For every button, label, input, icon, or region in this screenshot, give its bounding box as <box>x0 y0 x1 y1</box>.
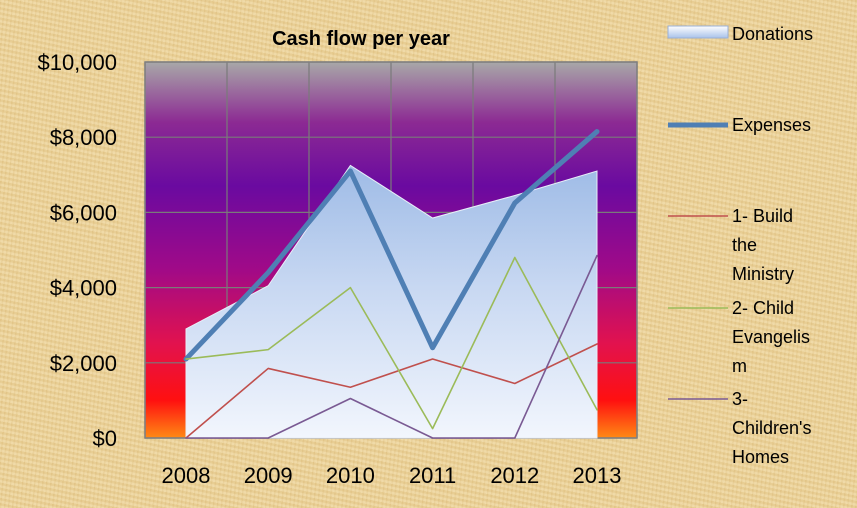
legend-swatch-donations <box>667 25 729 39</box>
legend: Donations Expenses 1- Build the Ministry 2- C… <box>667 24 813 467</box>
x-tick-label: 2012 <box>490 463 539 488</box>
axes: $0 $2,000 $4,000 $6,000 $8,000 $10,000 2008 200… <box>37 50 621 488</box>
legend-label: Homes <box>732 447 789 467</box>
x-tick-label: 2008 <box>162 463 211 488</box>
series-line-1-build-the-ministry <box>185 343 598 439</box>
legend-label: Ministry <box>732 264 794 284</box>
chart-title: Cash flow per year <box>272 28 450 50</box>
legend-label: Evangelis <box>732 327 810 347</box>
series-line-2-child-evangelism <box>185 256 598 430</box>
series-line-3-children-s-homes <box>185 254 598 439</box>
series-area-donations <box>185 164 598 439</box>
legend-label: Donations <box>732 24 813 44</box>
line-layer <box>183 129 600 439</box>
legend-label: the <box>732 235 757 255</box>
legend-label: 3- <box>732 389 748 409</box>
x-tick-label: 2011 <box>409 463 456 488</box>
y-tick-label: $8,000 <box>50 125 117 150</box>
legend-label: Children's <box>732 418 811 438</box>
x-tick-label: 2009 <box>244 463 293 488</box>
x-tick-label: 2013 <box>573 463 622 488</box>
legend-label: m <box>732 356 747 376</box>
area-layer <box>185 164 598 439</box>
y-tick-label: $2,000 <box>50 351 117 376</box>
x-tick-label: 2010 <box>326 463 375 488</box>
y-tick-label: $6,000 <box>50 200 117 225</box>
legend-label: 1- Build <box>732 206 793 226</box>
series-line-expenses <box>183 129 600 362</box>
y-tick-label: $4,000 <box>50 276 117 301</box>
legend-label: 2- Child <box>732 298 794 318</box>
y-tick-label: $0 <box>93 426 117 451</box>
legend-label: Expenses <box>732 115 811 135</box>
y-tick-label: $10,000 <box>37 50 117 75</box>
